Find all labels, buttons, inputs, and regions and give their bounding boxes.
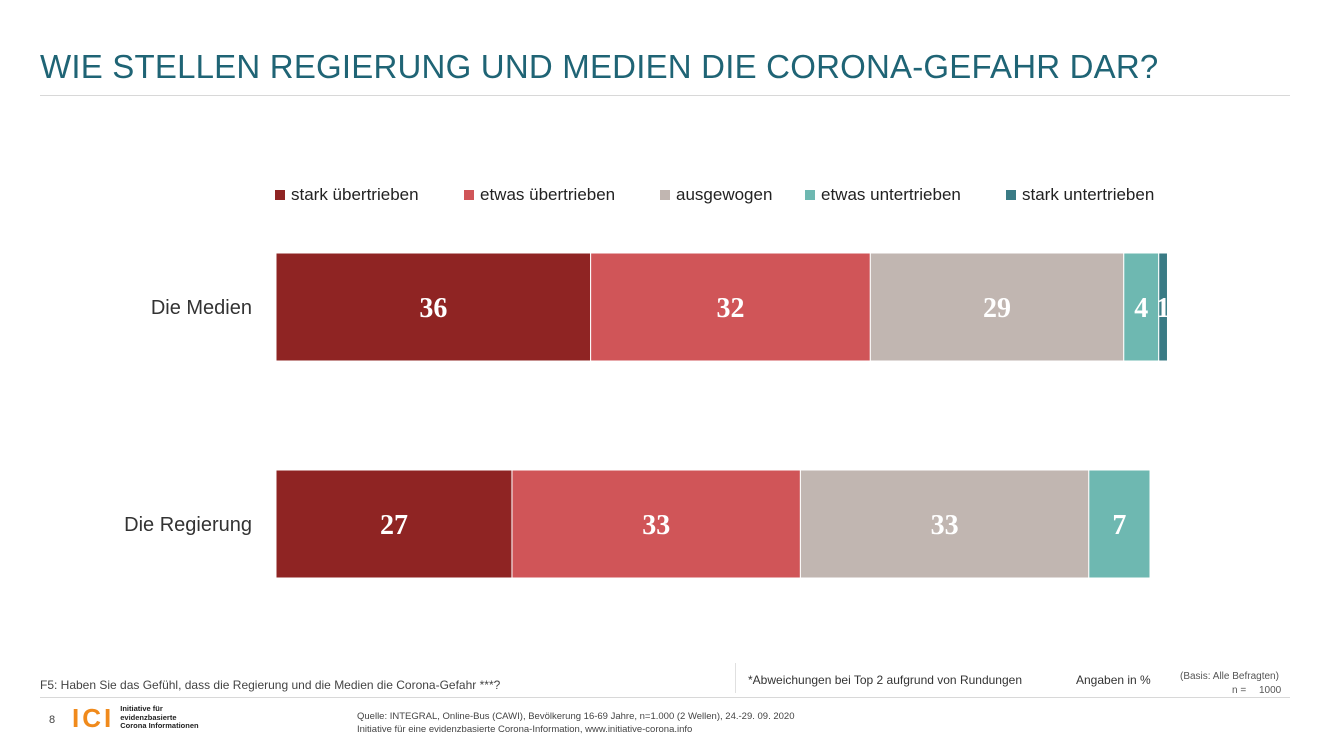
bar-segment [590,252,871,362]
value-label: 32 [716,293,744,324]
value-label: 33 [642,510,670,541]
question-text: F5: Haben Sie das Gefühl, dass die Regie… [40,678,501,692]
legend-item: ausgewogen [660,185,772,205]
source-line: Quelle: INTEGRAL, Online-Bus (CAWI), Bev… [357,711,795,722]
category-label: Die Medien [151,297,252,319]
legend-item: etwas untertrieben [805,185,961,205]
page-title: WIE STELLEN REGIERUNG UND MEDIEN DIE COR… [40,48,1159,85]
legend-label: stark untertrieben [1022,185,1155,204]
legend-swatch [805,190,815,200]
legend-item: stark untertrieben [1006,185,1154,205]
logo-text: Initiative für evidenzbasierte Corona In… [120,705,198,731]
source-note: Quelle: INTEGRAL, Online-Bus (CAWI), Bev… [357,710,794,736]
legend-label: etwas übertrieben [480,185,616,204]
value-label: 36 [419,293,447,324]
legend-label: stark übertrieben [291,185,419,204]
title-divider [40,95,1290,96]
logo-line: Corona Informationen [120,721,199,731]
bar-segment [275,469,513,579]
chart-legend: stark übertrieben etwas übertrieben ausgew… [0,185,1333,209]
bar-segment [275,252,592,362]
bar-segment [1123,252,1160,362]
bar-segment [1158,252,1168,362]
rounding-note: *Abweichungen bei Top 2 aufgrund von Run… [748,673,1022,687]
basis-label: (Basis: Alle Befragten) [1180,671,1279,682]
bar-segment [799,469,1090,579]
logo-line: Initiative für [120,704,163,714]
legend-swatch [660,190,670,200]
ici-logo: ICI Initiative für evidenzbasierte Coron… [72,705,199,731]
footer-separator [735,663,736,693]
legend-label: etwas untertrieben [821,185,961,204]
legend-label: ausgewogen [676,185,773,204]
sample-size-value: 1000 [1259,685,1282,696]
unit-label: Angaben in % [1076,673,1151,687]
bar-segment [869,252,1125,362]
sample-size-label: n = [1232,685,1247,696]
footer-divider [40,697,1290,698]
logo-mark: ICI [72,703,115,733]
logo-line: evidenzbasierte [120,712,177,722]
legend-item: etwas übertrieben [464,185,615,205]
legend-swatch [464,190,474,200]
page-number: 8 [49,714,56,726]
value-label: 7 [1112,510,1126,541]
source-line: Initiative für eine evidenzbasierte Coro… [357,724,693,735]
legend-swatch [1006,190,1016,200]
category-label: Die Regierung [124,514,252,536]
legend-item: stark übertrieben [275,185,419,205]
bar-segment [511,469,801,579]
bar-segment [1088,469,1151,579]
value-label: 4 [1134,293,1148,324]
value-label: 27 [380,510,408,541]
legend-swatch [275,190,285,200]
value-label: 1 [1156,293,1170,324]
value-label: 29 [983,293,1011,324]
value-label: 33 [931,510,959,541]
